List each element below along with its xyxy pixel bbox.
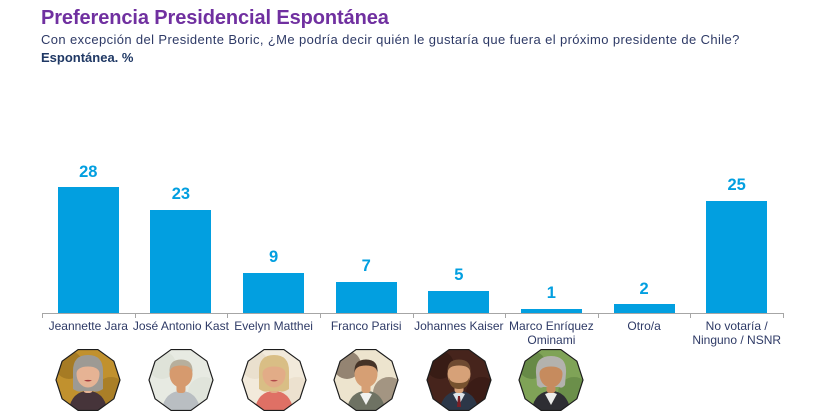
page-title: Preferencia Presidencial Espontánea: [41, 7, 389, 29]
candidate-photo: [518, 347, 585, 413]
bar-value-label: 23: [171, 185, 191, 203]
x-axis-tick: [42, 313, 43, 318]
bar: [335, 281, 397, 313]
bar-value-label: 7: [361, 257, 371, 275]
x-axis-tick: [134, 313, 136, 318]
bar-value-label: 1: [546, 284, 556, 302]
bar-value-label: 5: [454, 266, 464, 284]
category-label: Evelyn Matthei: [234, 318, 313, 333]
candidate-photo: [55, 347, 121, 413]
category-label: Otro/a: [627, 318, 661, 333]
bar-value-label: 25: [727, 176, 746, 194]
bar: [150, 209, 212, 313]
category-label: No votaría / Ninguno / NSNR: [692, 318, 782, 347]
candidate-photo: [240, 347, 307, 413]
candidate-photo: [333, 347, 399, 413]
category-label: Johannes Kaiser: [414, 318, 504, 333]
question-text: Con excepción del Presidente Boric, ¿Me …: [41, 32, 740, 47]
x-axis-tick: [505, 313, 507, 318]
category-label: Franco Parisi: [330, 318, 402, 333]
bar: [520, 308, 582, 313]
bar-value-label: 2: [639, 279, 649, 298]
x-axis-tick: [319, 313, 321, 318]
category-label: José Antonio Kast: [132, 318, 229, 333]
bar-value-label: 9: [269, 248, 279, 266]
bar: [428, 290, 490, 313]
bar: [706, 200, 768, 313]
x-axis-tick: [412, 313, 414, 318]
category-label: Marco Enríquez Ominami: [509, 318, 594, 347]
x-axis-tick: [690, 313, 692, 318]
candidate-photo: [148, 347, 214, 413]
x-axis-tick: [227, 313, 229, 318]
measure-label: Espontánea. %: [41, 50, 134, 65]
bar: [243, 272, 305, 313]
bar: [57, 187, 119, 313]
bar: [613, 304, 675, 313]
candidate-photo: [426, 347, 492, 413]
category-label: Jeannette Jara: [48, 318, 128, 333]
x-axis-tick: [783, 313, 784, 318]
bar-value-label: 28: [79, 162, 98, 181]
x-axis-tick: [597, 313, 599, 318]
